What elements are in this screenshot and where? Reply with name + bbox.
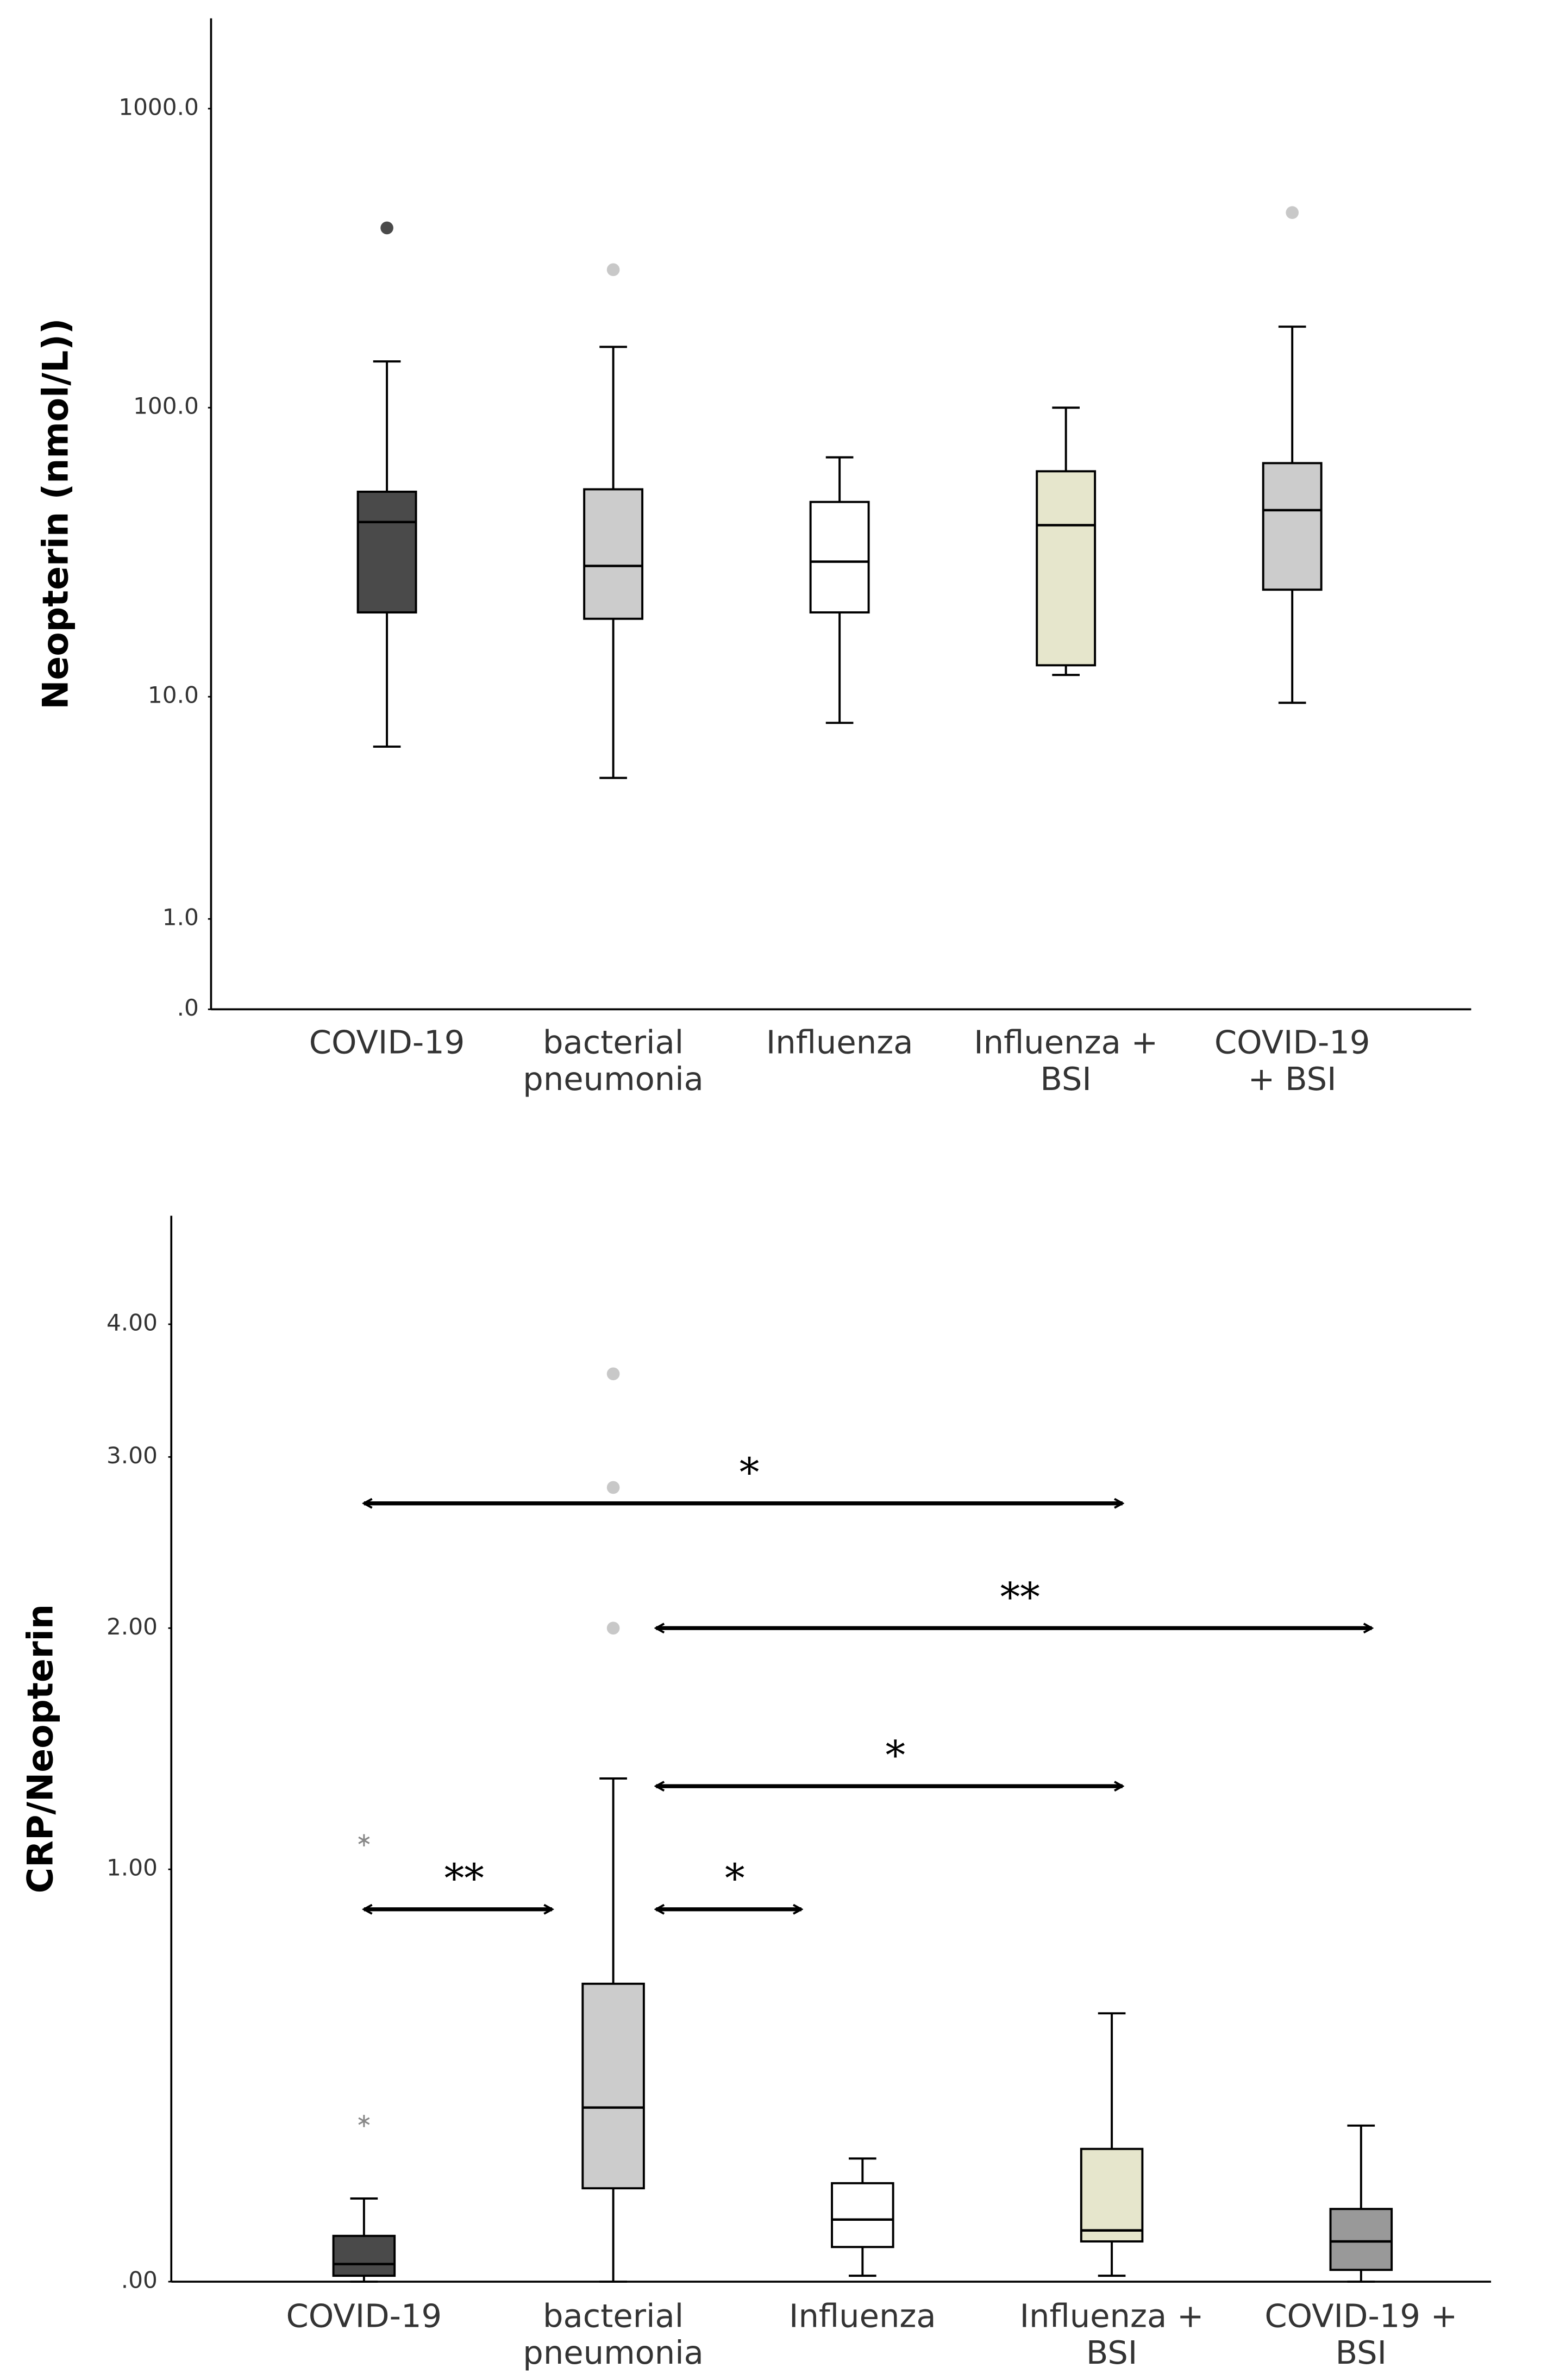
y-axis-title: Neopterin (nmol/L)) [36, 318, 77, 710]
significance-label: * [740, 1450, 760, 1496]
y-tick-label: 10.0 [148, 682, 199, 709]
x-tick-label: pneumonia [523, 1060, 704, 1098]
outlier [1286, 206, 1299, 220]
box [831, 2182, 894, 2249]
box [332, 2234, 396, 2277]
y-tick-label: 4.00 [107, 1310, 158, 1336]
x-tick-label: BSI [1040, 1060, 1091, 1098]
x-tick-label: pneumonia [523, 2334, 704, 2371]
y-tick-label: 100.0 [133, 393, 199, 419]
y-tick-label: .00 [121, 2267, 158, 2294]
box [583, 488, 644, 620]
box [356, 490, 417, 614]
x-tick-label: COVID-19 [1214, 1023, 1370, 1061]
y-axis-title: CRP/Neopterin [20, 1604, 61, 1893]
outlier [606, 1481, 620, 1494]
outlier [358, 2115, 370, 2127]
x-tick-label: COVID-19 [286, 2297, 442, 2335]
y-tick-label: 1.00 [107, 1855, 158, 1881]
x-tick-label: COVID-19 [309, 1023, 465, 1061]
significance-label: ** [444, 1856, 484, 1902]
x-tick-label: Influenza [789, 2297, 936, 2335]
box [1329, 2208, 1393, 2271]
outlier [606, 1367, 620, 1381]
significance-label: ** [1000, 1575, 1040, 1621]
box [1080, 2147, 1144, 2243]
y-tick-label: 1.0 [162, 904, 199, 931]
outlier [606, 263, 620, 277]
outlier [358, 1834, 370, 1847]
x-tick-label: Influenza + [974, 1023, 1158, 1061]
outlier [380, 221, 393, 235]
significance-label: * [725, 1856, 745, 1902]
box [809, 500, 870, 614]
box [1036, 470, 1097, 667]
x-tick-label: COVID-19 + [1264, 2297, 1457, 2335]
outlier [606, 1621, 620, 1635]
y-tick-label: 1000.0 [118, 93, 199, 120]
x-tick-label: bacterial [543, 2297, 684, 2335]
x-tick-label: BSI [1336, 2334, 1387, 2371]
x-tick-label: bacterial [543, 1023, 684, 1061]
box [581, 1982, 645, 2190]
x-tick-label: + BSI [1248, 1060, 1337, 1098]
significance-label: * [886, 1733, 906, 1779]
x-tick-label: Influenza [766, 1023, 913, 1061]
x-tick-label: BSI [1086, 2334, 1137, 2371]
y-tick-label: 3.00 [107, 1442, 158, 1469]
y-tick-label: .0 [177, 994, 199, 1021]
x-tick-label: Influenza + [1020, 2297, 1204, 2335]
y-tick-label: 2.00 [107, 1613, 158, 1640]
box [1262, 462, 1323, 591]
